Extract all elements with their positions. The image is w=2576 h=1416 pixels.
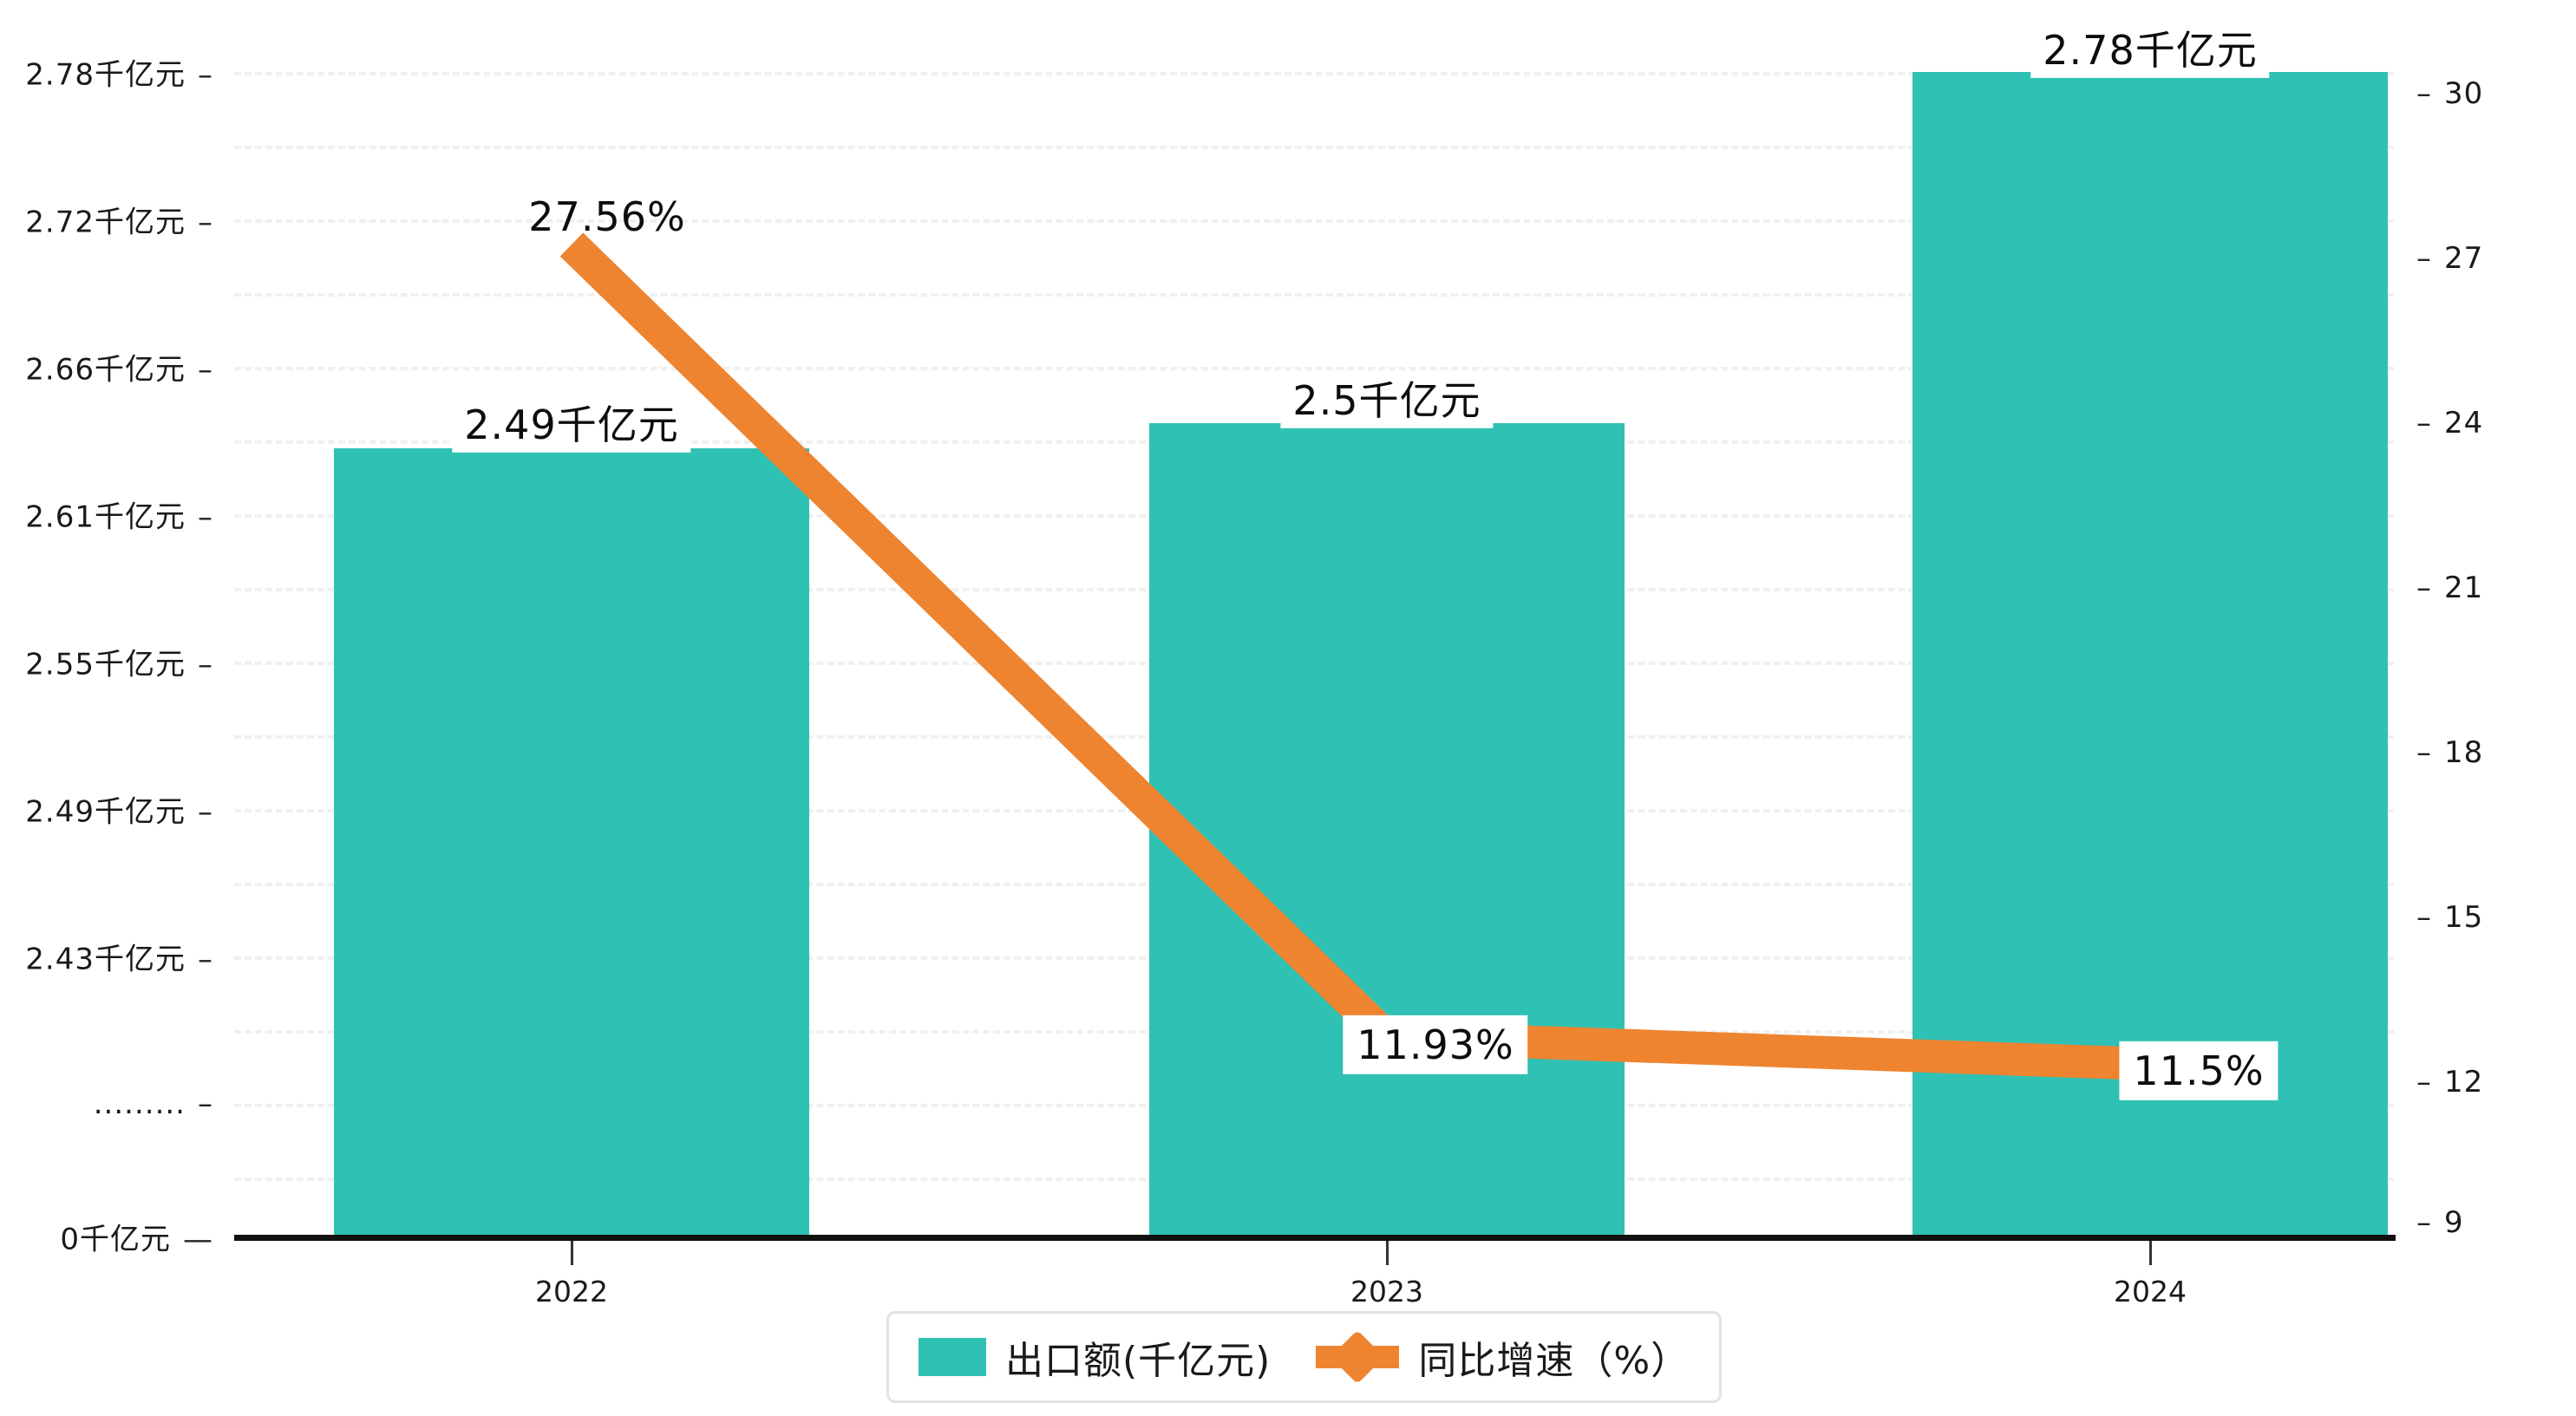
y-axis-left-tick: 2.66千亿元 – xyxy=(25,346,213,388)
tick-text: 12 xyxy=(2444,1065,2484,1100)
tick-dash: – xyxy=(198,205,213,240)
y-axis-right-tick: –18 xyxy=(2416,735,2483,770)
tick-text: 18 xyxy=(2444,735,2484,770)
tick-dash: – xyxy=(2416,1205,2432,1240)
y-axis-right-tick: –21 xyxy=(2416,571,2483,605)
y-axis-right-tick: –12 xyxy=(2416,1065,2483,1100)
x-axis-line xyxy=(234,1235,2396,1241)
bar-value-label-2022: 2.49千亿元 xyxy=(452,396,691,454)
y-axis-right-tick: –9 xyxy=(2416,1205,2464,1240)
chart-legend: 出口额(千亿元) 同比增速（%） xyxy=(886,1311,1723,1403)
bar-2023[interactable] xyxy=(1149,423,1625,1235)
x-axis-tick xyxy=(2149,1241,2152,1265)
y-axis-left-tick: ......... – xyxy=(94,1086,213,1121)
bar-2022[interactable] xyxy=(334,448,809,1235)
line-value-label-2024: 11.5% xyxy=(2119,1041,2279,1101)
tick-text: 9 xyxy=(2444,1205,2464,1240)
tick-dash: – xyxy=(198,794,213,830)
tick-dash: – xyxy=(2416,76,2432,111)
x-axis-label-2024: 2024 xyxy=(2114,1275,2187,1308)
tick-text: 2.61千亿元 xyxy=(25,499,186,535)
tick-text: 15 xyxy=(2444,900,2484,935)
legend-bar-label: 出口额(千亿元) xyxy=(1005,1339,1272,1383)
line-value-label-2023: 11.93% xyxy=(1343,1015,1528,1075)
legend-bar-swatch-icon xyxy=(919,1338,986,1376)
tick-text: 2.78千亿元 xyxy=(25,57,186,93)
line-value-label-2022: 27.56% xyxy=(528,192,686,240)
y-axis-left-tick: 2.49千亿元 – xyxy=(25,788,213,831)
y-axis-right-tick: –15 xyxy=(2416,900,2483,935)
y-axis-right-tick: –24 xyxy=(2416,406,2483,440)
tick-dash: – xyxy=(198,647,213,682)
tick-text: 2.55千亿元 xyxy=(25,647,186,682)
y-axis-left-tick: 2.78千亿元 – xyxy=(25,51,213,94)
bar-value-label-2024: 2.78千亿元 xyxy=(2030,22,2270,79)
tick-text: 27 xyxy=(2444,241,2484,276)
gridline xyxy=(234,146,2394,149)
y-axis-left-tick: 0千亿元 — xyxy=(60,1216,213,1258)
tick-dash: – xyxy=(2416,900,2432,935)
tick-text: 2.49千亿元 xyxy=(25,794,186,830)
y-axis-right-tick: –27 xyxy=(2416,241,2483,276)
x-axis-label-2022: 2022 xyxy=(535,1275,608,1308)
tick-dash: — xyxy=(183,1222,213,1257)
tick-dash: – xyxy=(2416,1065,2432,1100)
y-axis-left-tick: 2.61千亿元 – xyxy=(25,493,213,536)
tick-dash: – xyxy=(198,1086,213,1121)
y-axis-left-tick: 2.55千亿元 – xyxy=(25,641,213,683)
tick-text: 2.72千亿元 xyxy=(25,205,186,240)
legend-item-export-value[interactable]: 出口额(千亿元) xyxy=(919,1329,1271,1385)
tick-text: 2.66千亿元 xyxy=(25,352,186,388)
tick-dash: – xyxy=(198,942,213,977)
y-axis-right-tick: –30 xyxy=(2416,76,2483,111)
y-axis-left-tick: 2.72千亿元 – xyxy=(25,199,213,241)
tick-dash: – xyxy=(198,499,213,535)
tick-text: ......... xyxy=(93,1086,186,1121)
tick-dash: – xyxy=(198,57,213,93)
bar-value-label-2023: 2.5千亿元 xyxy=(1280,372,1494,429)
x-axis-label-2023: 2023 xyxy=(1350,1275,1423,1308)
tick-text: 2.43千亿元 xyxy=(25,942,186,977)
legend-item-growth-rate[interactable]: 同比增速（%） xyxy=(1316,1329,1690,1385)
gridline xyxy=(234,219,2394,223)
tick-dash: – xyxy=(2416,735,2432,770)
y-axis-left-tick: 2.43千亿元 – xyxy=(25,936,213,978)
tick-text: 21 xyxy=(2444,571,2484,605)
gridline xyxy=(234,72,2394,75)
tick-dash: – xyxy=(2416,571,2432,605)
tick-text: 30 xyxy=(2444,76,2484,111)
legend-line-marker-icon xyxy=(1316,1346,1400,1368)
x-axis-tick xyxy=(1386,1241,1389,1265)
x-axis-tick xyxy=(571,1241,573,1265)
tick-dash: – xyxy=(2416,406,2432,440)
tick-text: 0千亿元 xyxy=(60,1222,171,1257)
tick-dash: – xyxy=(2416,241,2432,276)
legend-line-label: 同比增速（%） xyxy=(1418,1339,1690,1383)
tick-text: 24 xyxy=(2444,406,2484,440)
tick-dash: – xyxy=(198,352,213,388)
